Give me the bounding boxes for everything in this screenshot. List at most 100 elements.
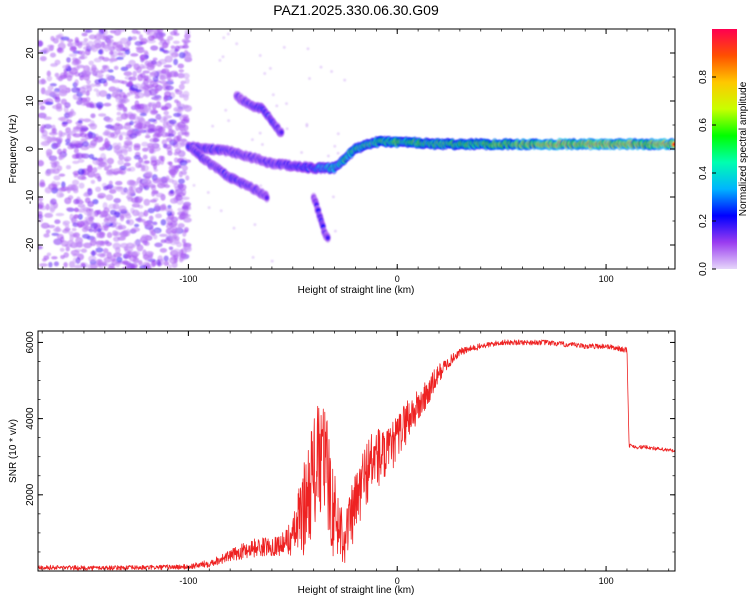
noise-blob xyxy=(143,29,148,33)
noise-blob xyxy=(137,115,144,122)
noise-blob xyxy=(77,241,83,248)
noise-blob xyxy=(336,132,340,136)
noise-blob xyxy=(44,212,54,218)
noise-blob xyxy=(124,49,131,55)
y-tick-label: 0 xyxy=(25,146,36,152)
noise-blob xyxy=(153,32,159,40)
noise-blob xyxy=(118,103,125,109)
noise-blob xyxy=(60,98,67,105)
noise-blob xyxy=(58,130,63,138)
noise-blob xyxy=(224,108,228,112)
noise-blob xyxy=(86,83,92,88)
noise-blob xyxy=(44,101,54,105)
noise-blob xyxy=(235,42,239,46)
noise-blob xyxy=(140,65,149,69)
spectrogram-x-label: Height of straight line (km) xyxy=(298,285,415,296)
noise-blob xyxy=(127,147,133,152)
noise-blob xyxy=(86,165,94,173)
noise-blob xyxy=(181,205,190,210)
noise-blob xyxy=(330,70,334,73)
noise-blob xyxy=(146,62,154,67)
noise-blob xyxy=(103,185,109,191)
noise-blob xyxy=(55,106,63,112)
noise-blob xyxy=(163,144,172,150)
noise-blob xyxy=(49,83,57,87)
noise-blob xyxy=(122,97,128,104)
noise-blob xyxy=(178,83,185,91)
noise-blob xyxy=(138,48,144,54)
noise-blob xyxy=(38,196,44,202)
noise-blob xyxy=(282,45,286,49)
noise-blob xyxy=(38,112,47,119)
noise-blob xyxy=(90,222,98,229)
noise-blob xyxy=(90,113,96,119)
noise-blob xyxy=(126,188,135,196)
noise-blob xyxy=(58,155,63,161)
noise-blob xyxy=(90,179,96,184)
noise-blob xyxy=(148,79,153,84)
noise-blob xyxy=(79,132,87,138)
lower-branch-core xyxy=(325,236,330,240)
noise-blob xyxy=(142,147,149,152)
noise-blob xyxy=(102,35,108,41)
colorbar-tick-label: 0.0 xyxy=(698,262,709,276)
noise-blob xyxy=(116,256,123,263)
noise-blob xyxy=(138,128,145,133)
noise-blob xyxy=(165,207,173,213)
noise-blob xyxy=(51,256,58,260)
noise-blob xyxy=(87,188,93,196)
noise-blob xyxy=(103,256,112,263)
noise-blob xyxy=(68,231,74,236)
noise-blob xyxy=(97,260,102,268)
noise-blob xyxy=(146,84,154,89)
noise-blob xyxy=(43,233,50,238)
noise-blob xyxy=(153,234,158,240)
noise-blob xyxy=(143,107,153,112)
noise-blob xyxy=(83,37,89,42)
noise-blob xyxy=(40,141,50,147)
colorbar: 0.0 0.2 0.4 0.6 0.8 Normalized spectral ampl… xyxy=(698,29,749,276)
noise-blob xyxy=(98,113,107,117)
noise-blob xyxy=(60,36,70,41)
x-tick-label: -100 xyxy=(179,274,197,284)
noise-blob xyxy=(146,145,156,150)
noise-blob xyxy=(38,40,43,47)
noise-blob xyxy=(121,230,131,237)
noise-blob xyxy=(128,128,136,135)
noise-blob xyxy=(94,172,101,179)
noise-blob xyxy=(164,91,172,98)
noise-blob xyxy=(70,42,78,47)
noise-blob xyxy=(72,133,82,138)
noise-blob xyxy=(163,50,170,54)
noise-blob xyxy=(130,53,139,57)
noise-blob xyxy=(48,261,53,268)
noise-blob xyxy=(184,130,190,138)
noise-blob xyxy=(60,39,65,43)
noise-blob xyxy=(64,197,72,205)
noise-blob xyxy=(103,102,112,107)
noise-blob xyxy=(122,260,129,265)
noise-blob xyxy=(121,80,128,85)
noise-blob xyxy=(87,201,95,208)
noise-blob xyxy=(96,89,101,98)
noise-blob xyxy=(63,262,68,268)
noise-blob xyxy=(173,58,178,66)
noise-blob xyxy=(159,48,165,52)
noise-blob xyxy=(170,52,179,58)
noise-blob xyxy=(143,209,149,217)
noise-blob xyxy=(143,75,150,81)
noise-blob xyxy=(156,60,162,67)
noise-blob xyxy=(49,206,55,214)
noise-blob xyxy=(117,159,124,166)
noise-blob xyxy=(160,69,167,74)
noise-blob xyxy=(172,40,180,44)
noise-blob xyxy=(136,244,144,252)
colorbar-tick-label: 0.2 xyxy=(698,214,709,228)
noise-blob xyxy=(258,54,262,57)
noise-blob xyxy=(97,228,102,233)
snr-y-ticks: 2000 4000 6000 xyxy=(25,331,675,572)
y-tick-label: 10 xyxy=(25,95,36,107)
noise-blob xyxy=(113,231,122,237)
noise-blob xyxy=(260,143,264,146)
noise-blob xyxy=(66,133,72,141)
